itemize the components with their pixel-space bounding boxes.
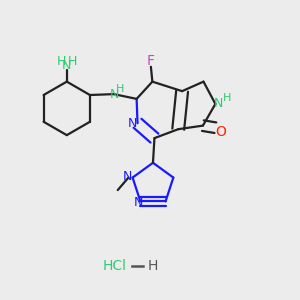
Text: H: H	[148, 259, 158, 273]
Text: F: F	[147, 54, 155, 68]
Text: HCl: HCl	[102, 259, 126, 273]
Text: N: N	[123, 169, 132, 183]
Text: N: N	[128, 117, 137, 130]
Text: O: O	[215, 125, 226, 140]
Text: N: N	[134, 196, 144, 209]
Text: H: H	[223, 93, 231, 103]
Text: H: H	[57, 55, 66, 68]
Text: H: H	[116, 84, 124, 94]
Text: N: N	[62, 59, 71, 72]
Text: N: N	[214, 97, 223, 110]
Text: H: H	[68, 55, 77, 68]
Text: N: N	[109, 88, 119, 100]
